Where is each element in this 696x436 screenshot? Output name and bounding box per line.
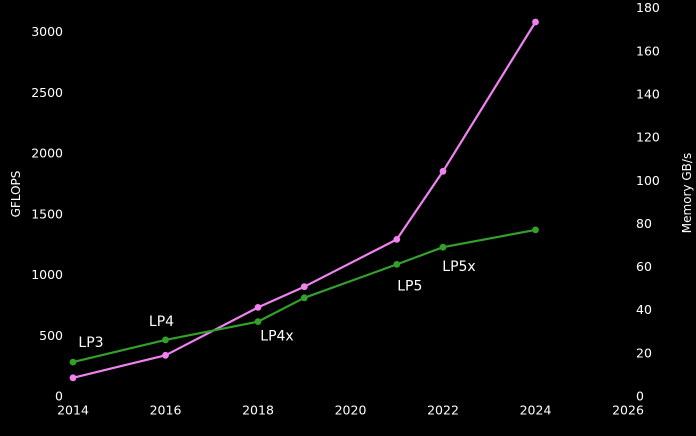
left-axis-title: GFLOPS xyxy=(9,171,23,218)
left-axis-tick-label: 2500 xyxy=(31,85,63,100)
x-axis-tick-label: 2024 xyxy=(520,403,552,418)
gflops-data-point xyxy=(300,283,308,291)
right-axis-tick-label: 0 xyxy=(636,389,644,404)
right-axis-tick-label: 60 xyxy=(636,259,652,274)
point-annotation-LP5: LP5 xyxy=(397,278,422,294)
left-axis-tick-label: 2000 xyxy=(31,146,63,161)
left-axis-tick-label: 1500 xyxy=(31,206,63,221)
right-axis-title: Memory GB/s xyxy=(680,153,694,233)
memory-data-point xyxy=(162,336,169,344)
gflops-data-point xyxy=(393,236,401,243)
memory-data-point xyxy=(254,318,262,325)
right-axis-tick-label: 20 xyxy=(636,345,652,360)
memory-data-point xyxy=(532,226,539,234)
gflops-line xyxy=(71,20,537,379)
right-axis-tick-label: 100 xyxy=(636,173,660,188)
point-annotation-LP3: LP3 xyxy=(78,335,103,351)
gflops-data-point xyxy=(69,374,77,382)
right-axis-tick-label: 140 xyxy=(636,86,660,101)
gflops-data-point xyxy=(162,351,169,359)
point-annotation-LP5x: LP5x xyxy=(442,259,475,275)
left-axis-tick-label: 3000 xyxy=(31,24,63,39)
memory-data-point xyxy=(300,294,308,302)
x-axis-tick-label: 2014 xyxy=(57,403,89,418)
left-axis-tick-label: 0 xyxy=(55,389,63,404)
memory-data-point xyxy=(439,243,447,251)
point-annotation-LP4: LP4 xyxy=(149,314,174,330)
x-axis-tick-label: 2022 xyxy=(427,403,459,418)
x-axis-tick-label: 2026 xyxy=(612,403,644,418)
x-axis-tick-label: 2018 xyxy=(242,403,274,418)
right-axis-tick-label: 180 xyxy=(636,0,660,15)
memory-data-point xyxy=(69,358,77,366)
gflops-data-point xyxy=(254,304,262,311)
left-axis-tick-label: 1000 xyxy=(31,267,63,282)
x-axis-tick-label: 2016 xyxy=(150,403,182,418)
left-axis-tick-label: 500 xyxy=(39,328,63,343)
point-annotation-LP4x: LP4x xyxy=(260,329,293,345)
right-axis-tick-label: 80 xyxy=(636,216,652,231)
gflops-data-point xyxy=(532,18,539,26)
memory-data-point xyxy=(393,261,401,268)
gflops-data-point xyxy=(439,167,447,175)
right-axis-tick-label: 160 xyxy=(636,43,660,58)
x-axis-tick-label: 2020 xyxy=(335,403,367,418)
right-axis-tick-label: 40 xyxy=(636,302,652,317)
right-axis-tick-label: 120 xyxy=(636,130,660,145)
